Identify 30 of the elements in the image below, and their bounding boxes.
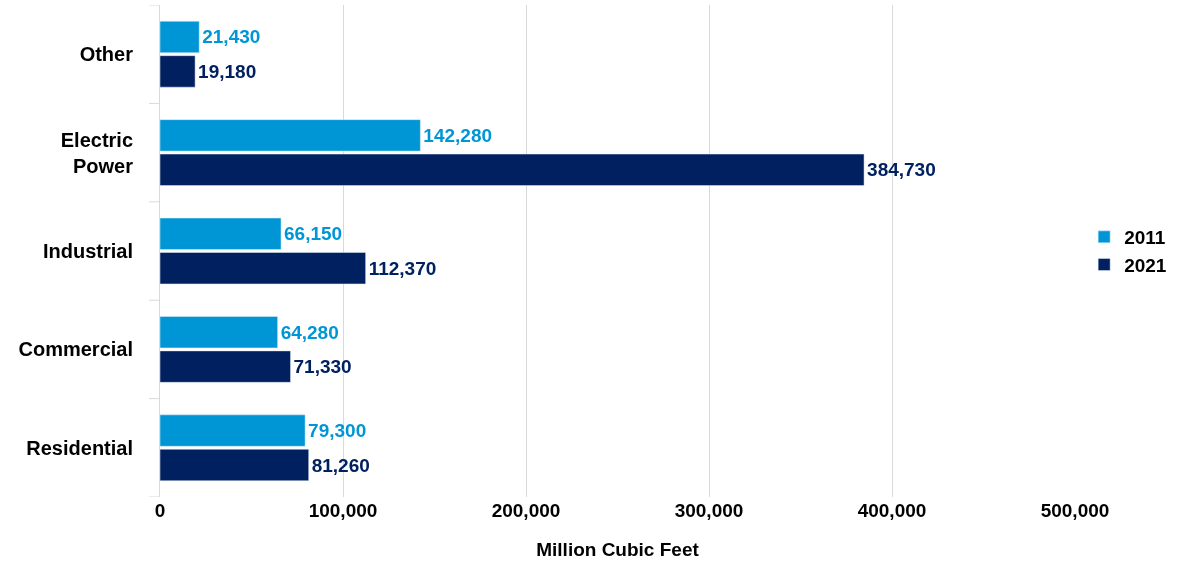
bar [160, 217, 282, 250]
data-label: 19,180 [198, 60, 257, 82]
y-tick-label: Other [79, 43, 134, 66]
legend-label: 2011 [1124, 227, 1166, 249]
x-axis-title: Million Cubic Feet [536, 538, 700, 560]
data-label: 79,300 [308, 420, 367, 442]
y-tick-label: Industrial [42, 240, 133, 262]
bar [160, 20, 200, 53]
data-label: 112,370 [368, 257, 437, 279]
x-tick-label: 200,000 [491, 500, 561, 521]
data-label: 81,260 [311, 454, 370, 476]
bar [160, 55, 196, 88]
data-label: 66,150 [284, 223, 343, 245]
x-tick-label: 300,000 [674, 500, 744, 521]
data-label: 384,730 [867, 159, 936, 181]
bar [160, 414, 306, 447]
legend-label: 2021 [1124, 254, 1167, 276]
x-tick-label: 400,000 [857, 500, 927, 521]
data-label: 142,280 [423, 124, 493, 146]
x-tick-label: 0 [154, 500, 166, 521]
y-tick-label: Electric Power [60, 128, 134, 177]
data-label: 64,280 [280, 321, 339, 343]
x-tick-label: 100,000 [308, 500, 378, 521]
data-label: 21,430 [202, 26, 261, 48]
bar [160, 449, 309, 482]
data-label: 71,330 [293, 356, 352, 378]
bar [160, 252, 366, 285]
x-tick-label: 500,000 [1040, 500, 1110, 521]
y-tick-label: Commercial [18, 338, 133, 361]
y-tick-label: Residential [26, 436, 133, 459]
